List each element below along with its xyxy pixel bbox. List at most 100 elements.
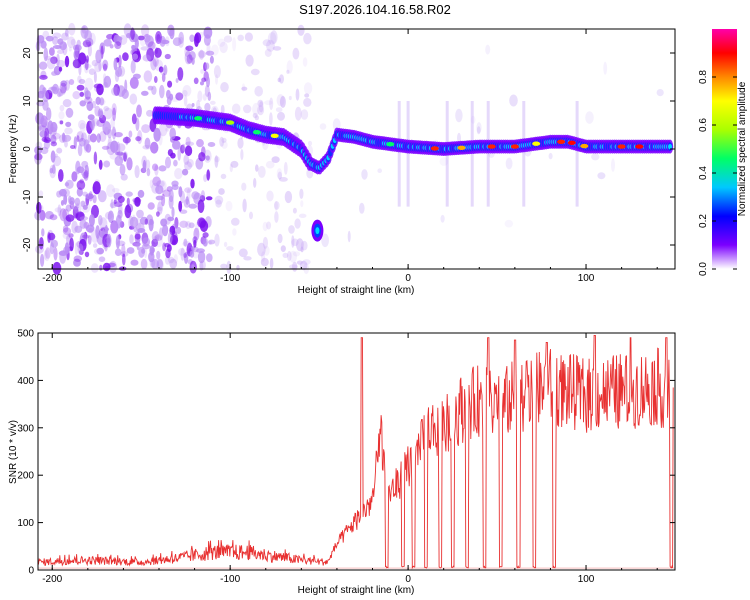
noise-blob bbox=[266, 39, 275, 52]
spectrogram-marks bbox=[34, 22, 674, 275]
noise-blob bbox=[292, 261, 298, 272]
noise-blob bbox=[88, 68, 96, 75]
noise-blob bbox=[110, 117, 115, 129]
noise-blob bbox=[182, 168, 189, 176]
noise-blob bbox=[175, 92, 184, 101]
noise-blob bbox=[166, 244, 172, 253]
colorbar-ticks: 0.0 0.2 0.4 0.6 0.8 bbox=[698, 70, 737, 276]
noise-blob bbox=[172, 140, 181, 150]
noise-blob bbox=[88, 227, 93, 234]
noise-blob bbox=[84, 96, 93, 104]
noise-blob bbox=[84, 251, 90, 258]
noise-blob bbox=[211, 44, 219, 56]
snr-axes: -200 -100 0 100 0 100 200 300 400 500 bbox=[17, 329, 675, 585]
noise-blob bbox=[98, 159, 103, 170]
noise-blob bbox=[136, 209, 144, 219]
noise-blob bbox=[56, 49, 65, 55]
noise-blob bbox=[58, 119, 64, 125]
noise-blob bbox=[52, 132, 61, 140]
noise-blob bbox=[61, 132, 66, 143]
noise-blob bbox=[151, 231, 160, 243]
noise-blob bbox=[68, 233, 74, 238]
noise-blob bbox=[171, 184, 179, 191]
noise-blob bbox=[70, 145, 76, 149]
noise-blob bbox=[52, 32, 62, 39]
noise-blob bbox=[167, 231, 173, 245]
noise-blob bbox=[262, 221, 268, 232]
noise-blob bbox=[38, 124, 42, 132]
noise-blob bbox=[180, 190, 185, 204]
noise-blob bbox=[64, 55, 70, 68]
noise-blob bbox=[59, 82, 67, 94]
noise-blob bbox=[115, 66, 123, 78]
noise-blob bbox=[548, 152, 553, 160]
noise-blob bbox=[106, 33, 115, 40]
y-tick-label: 200 bbox=[17, 471, 34, 482]
noise-blob bbox=[74, 242, 79, 255]
ridge-hotspot bbox=[487, 144, 496, 149]
noise-blob bbox=[591, 153, 600, 161]
noise-blob bbox=[276, 168, 283, 180]
noise-blob bbox=[140, 46, 150, 51]
noise-blob bbox=[271, 156, 280, 164]
noise-blob bbox=[93, 71, 97, 83]
noise-blob bbox=[265, 160, 275, 169]
noise-blob bbox=[161, 72, 166, 83]
noise-blob bbox=[303, 97, 312, 107]
noise-blob bbox=[50, 141, 57, 147]
noise-blob bbox=[83, 139, 90, 152]
noise-blob bbox=[59, 41, 67, 51]
noise-blob bbox=[439, 157, 449, 166]
noise-blob bbox=[94, 105, 101, 117]
noise-blob bbox=[148, 218, 154, 232]
noise-blob bbox=[75, 160, 81, 175]
noise-blob bbox=[148, 251, 155, 263]
noise-blob bbox=[209, 100, 216, 105]
noise-blob bbox=[136, 104, 142, 118]
noise-blob bbox=[99, 98, 106, 106]
noise-blob bbox=[225, 200, 233, 212]
noise-blob bbox=[321, 233, 329, 248]
noise-blob bbox=[223, 241, 228, 248]
noise-blob bbox=[167, 149, 173, 157]
noise-blob bbox=[183, 95, 188, 107]
noise-blob bbox=[83, 64, 92, 69]
noise-blob bbox=[97, 190, 107, 203]
noise-blob bbox=[156, 259, 164, 270]
y-tick-label: 0 bbox=[22, 146, 33, 152]
noise-blob bbox=[142, 54, 151, 62]
noise-blob bbox=[122, 253, 126, 266]
noise-blob bbox=[193, 77, 199, 85]
noise-blob bbox=[262, 236, 268, 249]
spectral-streak bbox=[522, 101, 526, 207]
noise-blob bbox=[202, 93, 207, 101]
noise-blob bbox=[157, 201, 163, 215]
noise-blob bbox=[257, 105, 265, 116]
noise-blob bbox=[283, 161, 288, 175]
noise-blob bbox=[169, 127, 176, 140]
noise-blob bbox=[74, 225, 83, 233]
noise-blob bbox=[129, 93, 138, 105]
noise-blob bbox=[238, 248, 248, 258]
noise-blob bbox=[200, 69, 205, 74]
noise-blob bbox=[206, 76, 210, 88]
noise-blob bbox=[185, 45, 194, 52]
noise-blob bbox=[191, 246, 195, 252]
noise-blob bbox=[106, 184, 116, 198]
noise-blob bbox=[164, 256, 171, 265]
noise-blob bbox=[206, 253, 213, 263]
noise-blob bbox=[144, 35, 154, 48]
noise-blob bbox=[280, 245, 286, 253]
noise-blob bbox=[60, 200, 65, 206]
noise-blob bbox=[132, 197, 142, 203]
noise-blob bbox=[135, 136, 142, 142]
noise-blob bbox=[155, 195, 164, 201]
noise-blob bbox=[186, 188, 191, 202]
ridge-hotspot bbox=[617, 144, 626, 149]
noise-blob bbox=[81, 160, 89, 168]
noise-blob bbox=[214, 156, 220, 163]
noise-blob bbox=[205, 50, 215, 56]
noise-blob bbox=[154, 234, 163, 242]
noise-blob bbox=[278, 177, 288, 182]
